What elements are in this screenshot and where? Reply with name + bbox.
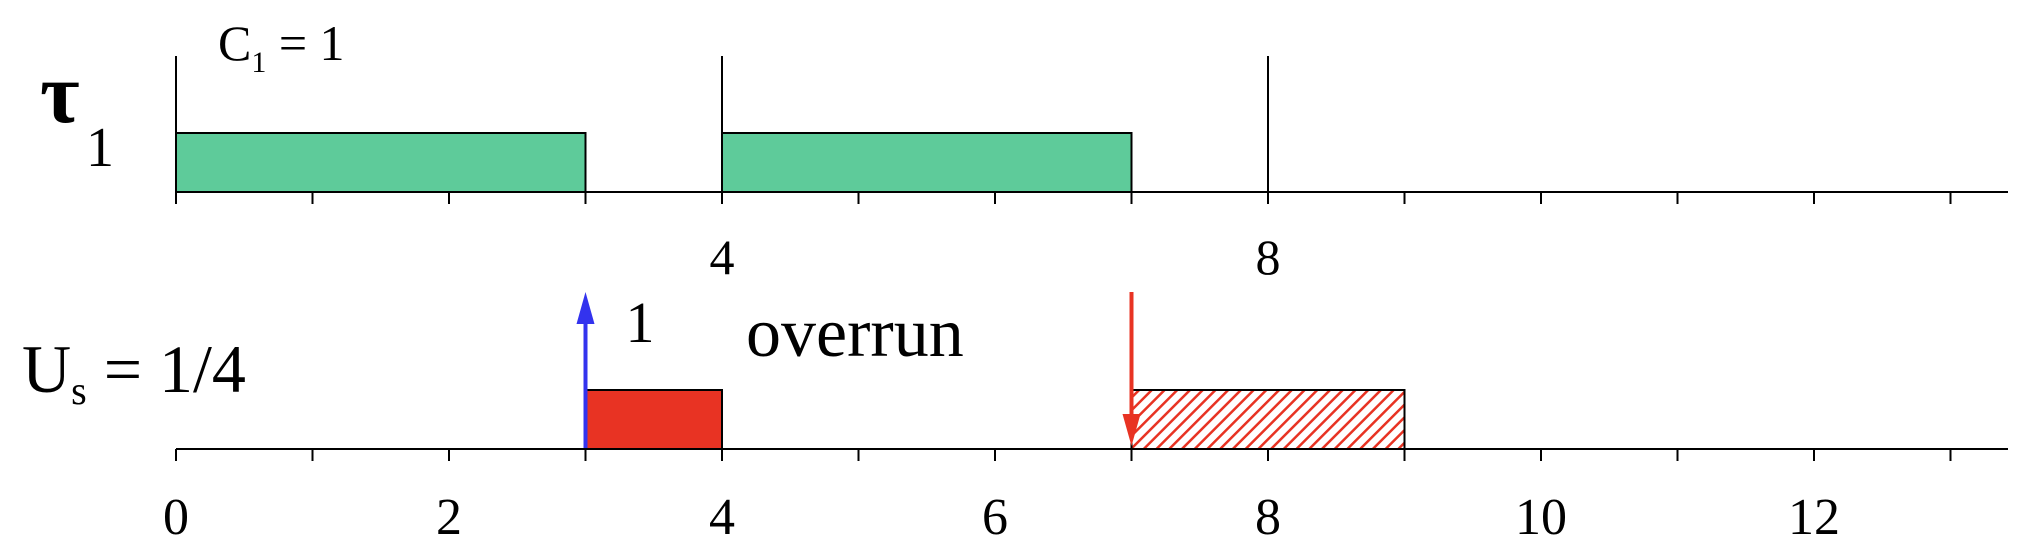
server-row: Us = 1/4 1 overrun 0 2 4 6 8 10 12 <box>22 290 2008 546</box>
task1-release-lines <box>175 56 1269 192</box>
server-arrows <box>576 292 1141 449</box>
server-axis-labels: 0 2 4 6 8 10 12 <box>163 489 1840 546</box>
overrun-region <box>1130 389 1406 450</box>
arrival-budget-label: 1 <box>626 290 655 355</box>
deadline-arrow-head <box>1122 414 1141 446</box>
task1-axis-label: 8 <box>1256 229 1281 285</box>
task1-time-axis <box>175 191 2008 204</box>
server-axis-label: 0 <box>163 489 189 546</box>
task1-executions <box>175 132 1133 193</box>
server-executions <box>584 389 723 450</box>
server-execution-bar <box>584 389 723 450</box>
server-axis-label: 8 <box>1255 489 1281 546</box>
task1-axis-label: 4 <box>710 229 735 285</box>
server-axis-label: 10 <box>1515 489 1567 546</box>
server-axis-label: 6 <box>982 489 1008 546</box>
task1-label: τ <box>40 45 80 141</box>
server-label: Us = 1/4 <box>22 331 246 413</box>
task1-label-subscript: 1 <box>86 117 114 179</box>
server-axis-label: 12 <box>1788 489 1840 546</box>
server-axis-label: 4 <box>709 489 735 546</box>
task1-param: C1 = 1 <box>218 15 345 79</box>
server-axis-label: 2 <box>436 489 462 546</box>
task1-execution-bar <box>721 132 1133 193</box>
server-time-axis <box>175 448 2008 461</box>
overrun-hatched-bar <box>1130 389 1406 450</box>
task1-execution-bar <box>175 132 587 193</box>
overrun-label: overrun <box>746 295 964 372</box>
arrival-arrow-head <box>576 292 595 324</box>
